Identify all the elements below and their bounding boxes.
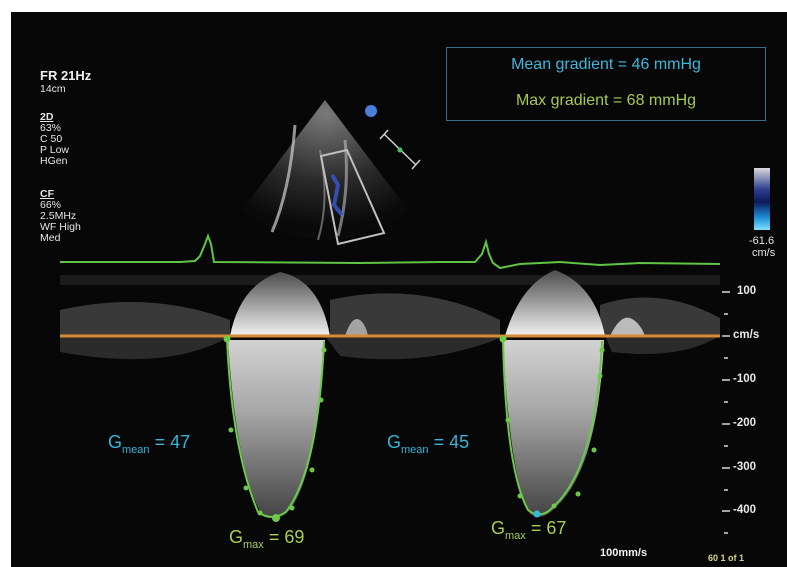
mode-2d-power: P Low <box>40 144 69 156</box>
color-velocity-scale-bar <box>754 168 770 230</box>
sweep-speed-label: 100mm/s <box>600 547 648 559</box>
mean-gradient-text: Mean gradient = 46 mmHg <box>511 56 701 73</box>
color-box-outline <box>319 148 386 246</box>
scale-label-minus-100: -100 <box>733 373 757 385</box>
gmean-subscript: mean <box>401 444 429 456</box>
scale-label-100: 100 <box>737 285 757 297</box>
gmean-value: = 45 <box>433 432 470 452</box>
traced-contour-beat-2 <box>499 335 605 518</box>
mode-cf-frequency: 2.5MHz <box>40 210 77 222</box>
ultrasound-display <box>11 12 787 567</box>
gmax-subscript: max <box>243 539 264 551</box>
mode-cf-gain: 66% <box>40 199 62 211</box>
echo-sector-image <box>242 100 421 246</box>
color-scale-unit: cm/s <box>752 247 776 259</box>
color-scale-value: -61.6 <box>749 235 775 247</box>
mode-cf-header: CF <box>40 188 54 200</box>
frame-rate-label: FR 21Hz <box>40 68 92 83</box>
mode-2d-preset: HGen <box>40 155 68 167</box>
depth-label: 14cm <box>40 83 66 95</box>
velocity-scale-ticks <box>722 291 730 534</box>
mode-cf-wall-filter: WF High <box>40 221 81 233</box>
gmax-symbol: G <box>229 527 244 547</box>
scale-label-minus-400: -400 <box>733 504 757 516</box>
frame-counter-label: 60 1 of 1 <box>708 553 745 563</box>
scale-label-minus-200: -200 <box>733 417 757 429</box>
gmean-subscript: mean <box>122 444 150 456</box>
gmax-value: = 67 <box>530 518 567 538</box>
mode-cf-priority: Med <box>40 232 61 244</box>
gmean-label-beat-2: Gmean = 45 <box>387 432 470 456</box>
traced-contour-beat-1 <box>223 335 327 522</box>
spectral-envelope-beat-2 <box>503 340 604 517</box>
gmax-subscript: max <box>505 530 526 542</box>
ecg-trace <box>60 233 721 270</box>
gradient-summary-box: Mean gradient = 46 mmHg Max gradient = 6… <box>446 47 766 121</box>
scale-label-unit: cm/s <box>733 329 760 341</box>
gmean-symbol: G <box>387 432 402 452</box>
gmean-label-beat-1: Gmean = 47 <box>108 432 191 456</box>
gmax-label-beat-2: Gmax = 67 <box>491 518 567 542</box>
gmax-symbol: G <box>491 518 506 538</box>
max-gradient-text: Max gradient = 68 mmHg <box>515 92 697 109</box>
gmean-symbol: G <box>108 432 123 452</box>
spectral-envelope-beat-1 <box>228 340 325 518</box>
mode-2d-compression: C 50 <box>40 133 63 145</box>
scale-label-minus-300: -300 <box>733 461 757 473</box>
gmax-value: = 69 <box>268 527 305 547</box>
mode-2d-header: 2D <box>40 111 54 123</box>
gmax-label-beat-1: Gmax = 69 <box>229 527 305 551</box>
orientation-marker-icon <box>365 105 377 117</box>
mode-2d-gain: 63% <box>40 122 62 134</box>
gmean-value: = 47 <box>154 432 191 452</box>
